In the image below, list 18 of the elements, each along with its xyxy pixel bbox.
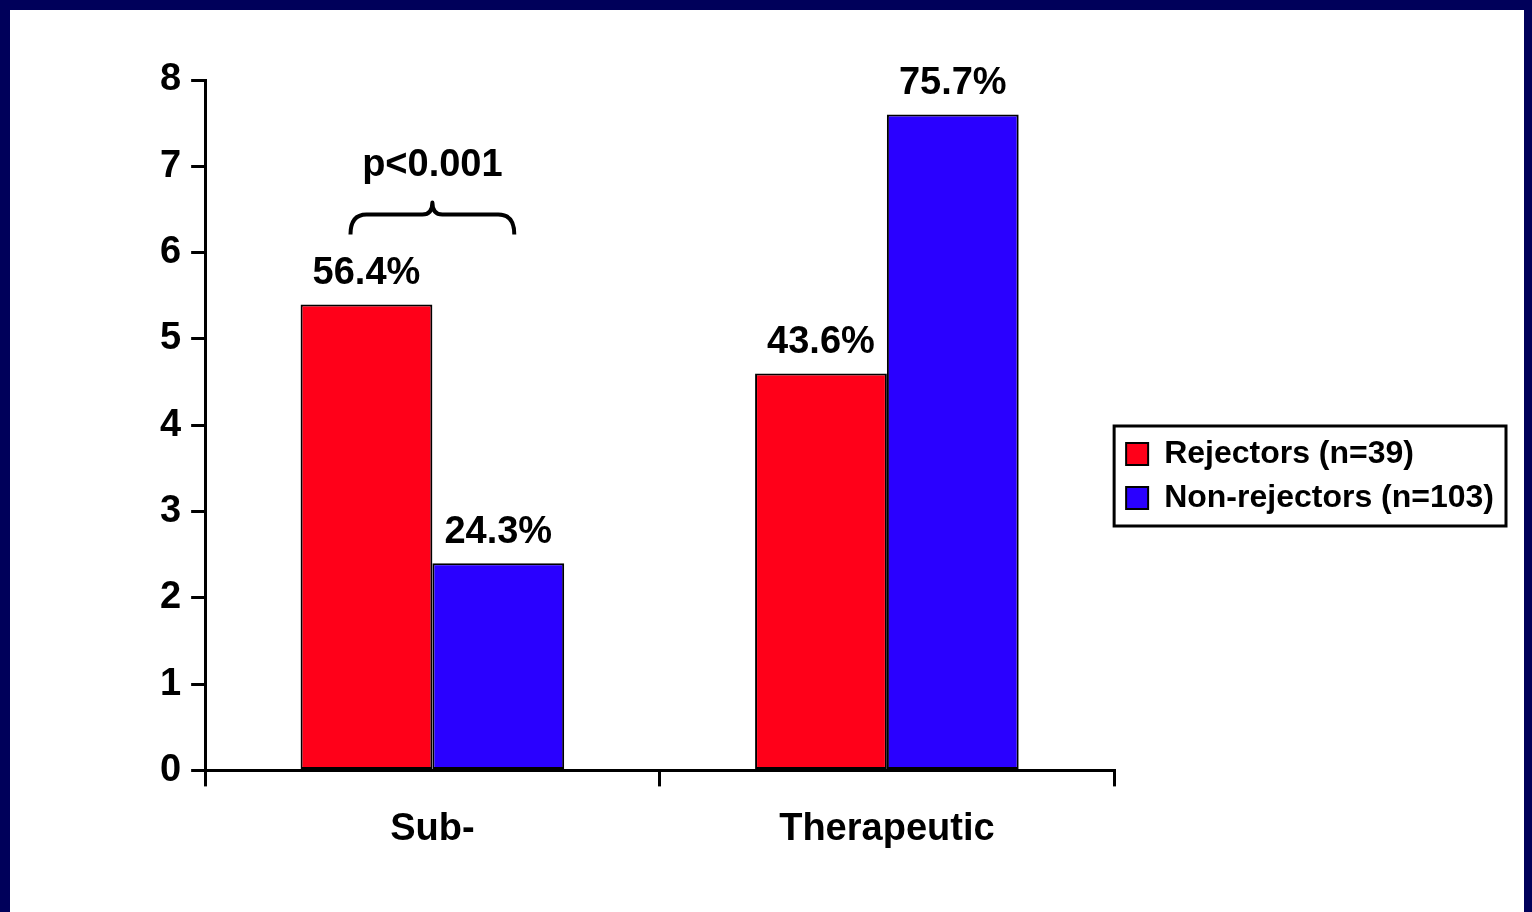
- legend-label: Non-rejectors (n=103): [1164, 477, 1494, 514]
- x-tick-label: Sub-: [390, 805, 475, 848]
- y-tick-label: 0: [159, 746, 182, 789]
- y-tick-label: 4: [159, 401, 182, 444]
- annotation: 75.7%: [898, 60, 1007, 102]
- x-tick-label: Therapeutic: [779, 805, 995, 848]
- y-tick-label: 2: [159, 574, 182, 617]
- y-tick-label: 8: [159, 56, 182, 99]
- y-tick-label: 5: [159, 315, 182, 358]
- legend-label: Rejectors (n=39): [1164, 433, 1414, 470]
- y-tick-label: 3: [159, 487, 182, 530]
- y-tick-label: 1: [159, 660, 182, 703]
- annotation: 43.6%: [767, 318, 875, 361]
- annotation: 24.3%: [444, 508, 553, 551]
- y-tick-label: 7: [159, 142, 182, 185]
- annotation: p<0.001: [362, 141, 503, 184]
- annotation: 56.4%: [312, 249, 421, 292]
- y-tick-label: 6: [159, 229, 182, 272]
